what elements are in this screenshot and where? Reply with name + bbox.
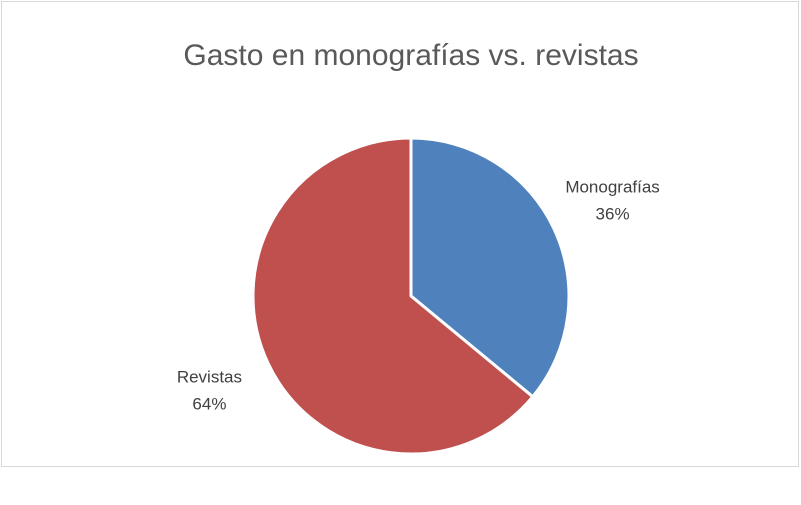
pie-slice [409, 136, 571, 399]
pie-slice [251, 136, 535, 456]
slice-category-label: Revistas [177, 367, 242, 386]
chart-title: Gasto en monografías vs. revistas [183, 39, 638, 72]
slice-value-label: 36% [596, 205, 630, 224]
slice-value-label: 64% [192, 394, 226, 413]
slice-category-label: Monografías [565, 178, 660, 197]
